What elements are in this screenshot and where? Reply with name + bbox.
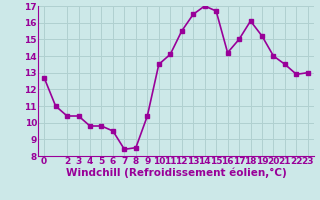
- X-axis label: Windchill (Refroidissement éolien,°C): Windchill (Refroidissement éolien,°C): [66, 168, 286, 178]
